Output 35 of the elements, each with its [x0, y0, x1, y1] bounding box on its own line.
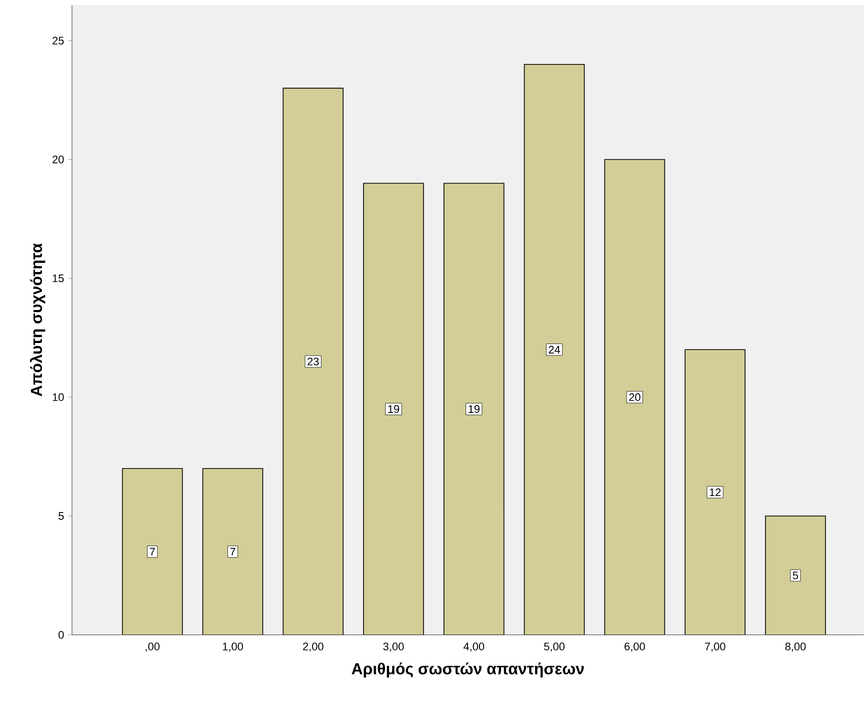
data-label: 19 — [468, 405, 480, 413]
bar — [363, 182, 424, 635]
y-tick-label: 15 — [52, 274, 64, 282]
x-tick-label: 2,00 — [303, 642, 324, 652]
x-tick-label: 7,00 — [704, 642, 726, 652]
x-tick-label: ,00 — [146, 642, 160, 652]
x-axis-title: Αριθμός σωστών απαντήσεων — [352, 662, 584, 678]
data-label: 7 — [230, 548, 236, 556]
bar — [202, 468, 264, 635]
y-axis-title: Απόλυτη συχνότητα — [30, 243, 46, 396]
bar — [122, 468, 183, 635]
data-label: 23 — [308, 358, 319, 366]
bar — [444, 182, 504, 635]
data-label: 12 — [710, 488, 721, 496]
x-tick-label: 4,00 — [464, 642, 484, 652]
x-tick-label: 5,00 — [544, 642, 565, 652]
x-tick-label: 6,00 — [624, 642, 645, 652]
data-label: 19 — [388, 405, 400, 413]
data-label: 20 — [629, 393, 640, 402]
y-tick-label: 10 — [52, 393, 64, 402]
bar — [524, 64, 585, 635]
y-tick-label: 5 — [58, 512, 64, 520]
bar — [684, 349, 746, 635]
x-tick-label: 3,00 — [383, 642, 404, 652]
bar — [282, 88, 344, 635]
data-label: 7 — [150, 548, 155, 556]
y-tick-label: 20 — [52, 156, 64, 164]
data-label: 5 — [792, 572, 798, 580]
bar — [604, 159, 666, 635]
data-label: 24 — [548, 346, 560, 354]
x-tick-label: 8,00 — [785, 642, 806, 652]
bar — [765, 516, 826, 635]
y-tick-label: 0 — [58, 631, 64, 639]
y-tick-label: 25 — [52, 36, 64, 45]
x-tick-label: 1,00 — [222, 642, 243, 652]
